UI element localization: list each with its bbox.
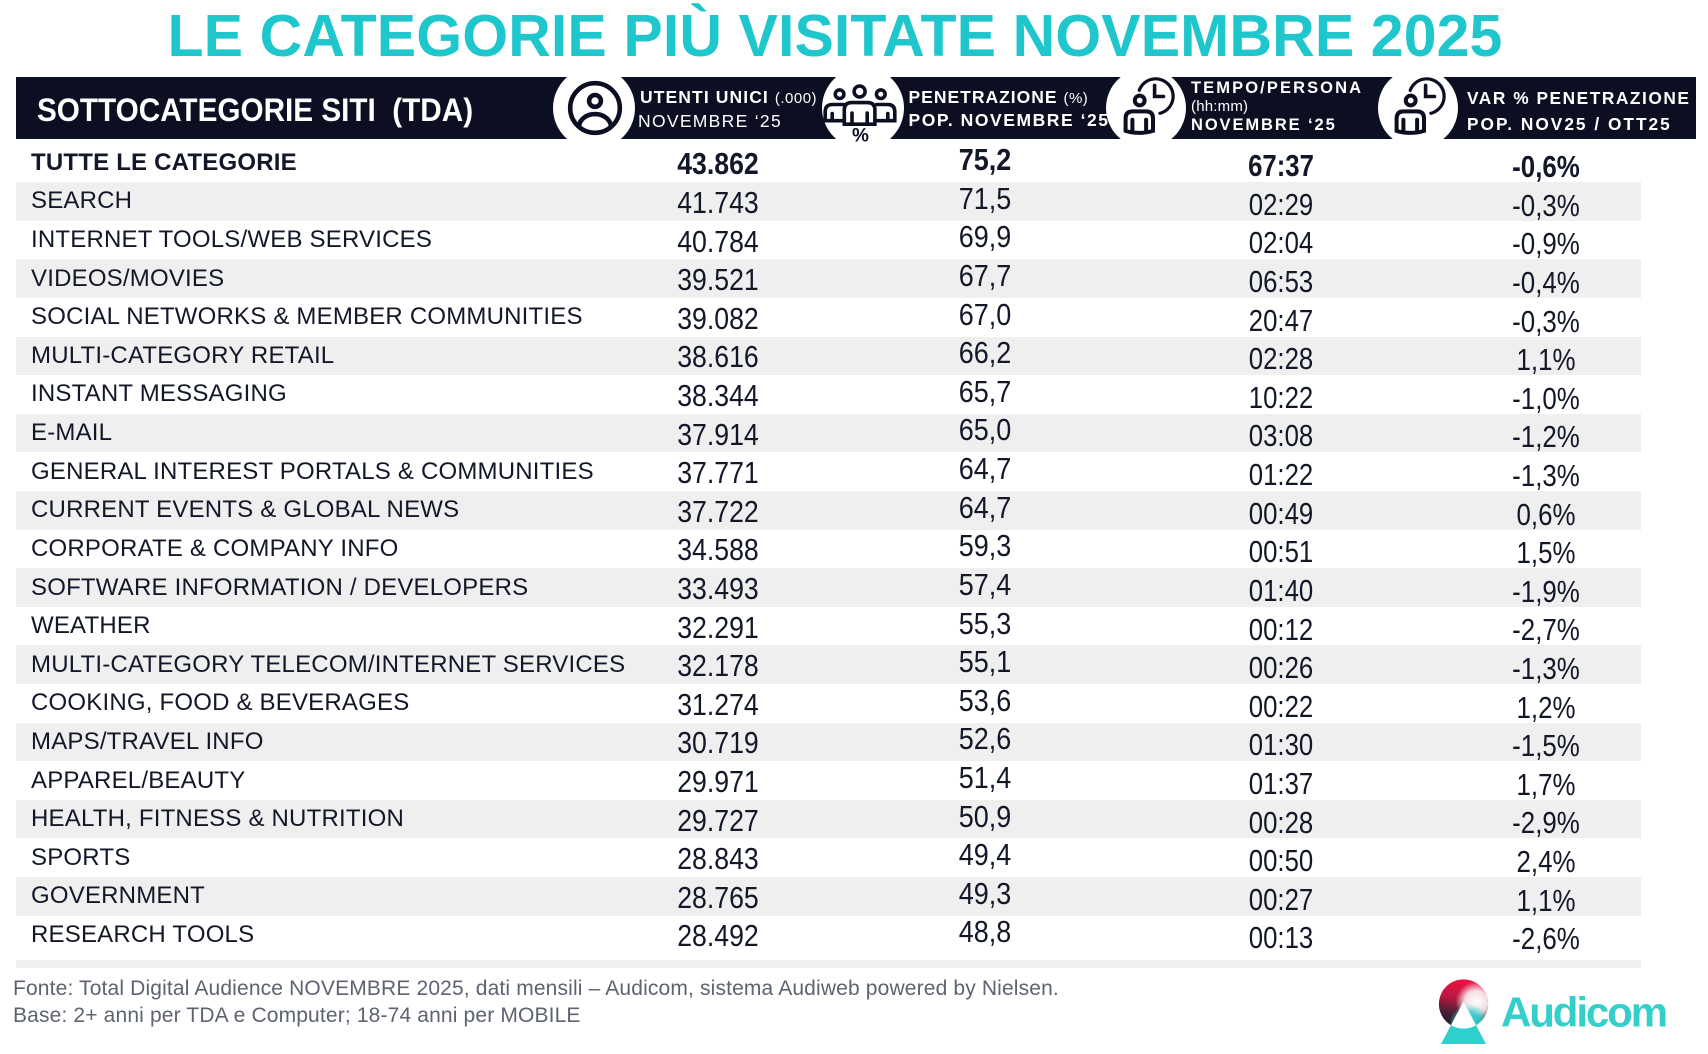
svg-text:Audicom: Audicom xyxy=(1501,989,1666,1036)
svg-text:%: % xyxy=(852,126,869,147)
